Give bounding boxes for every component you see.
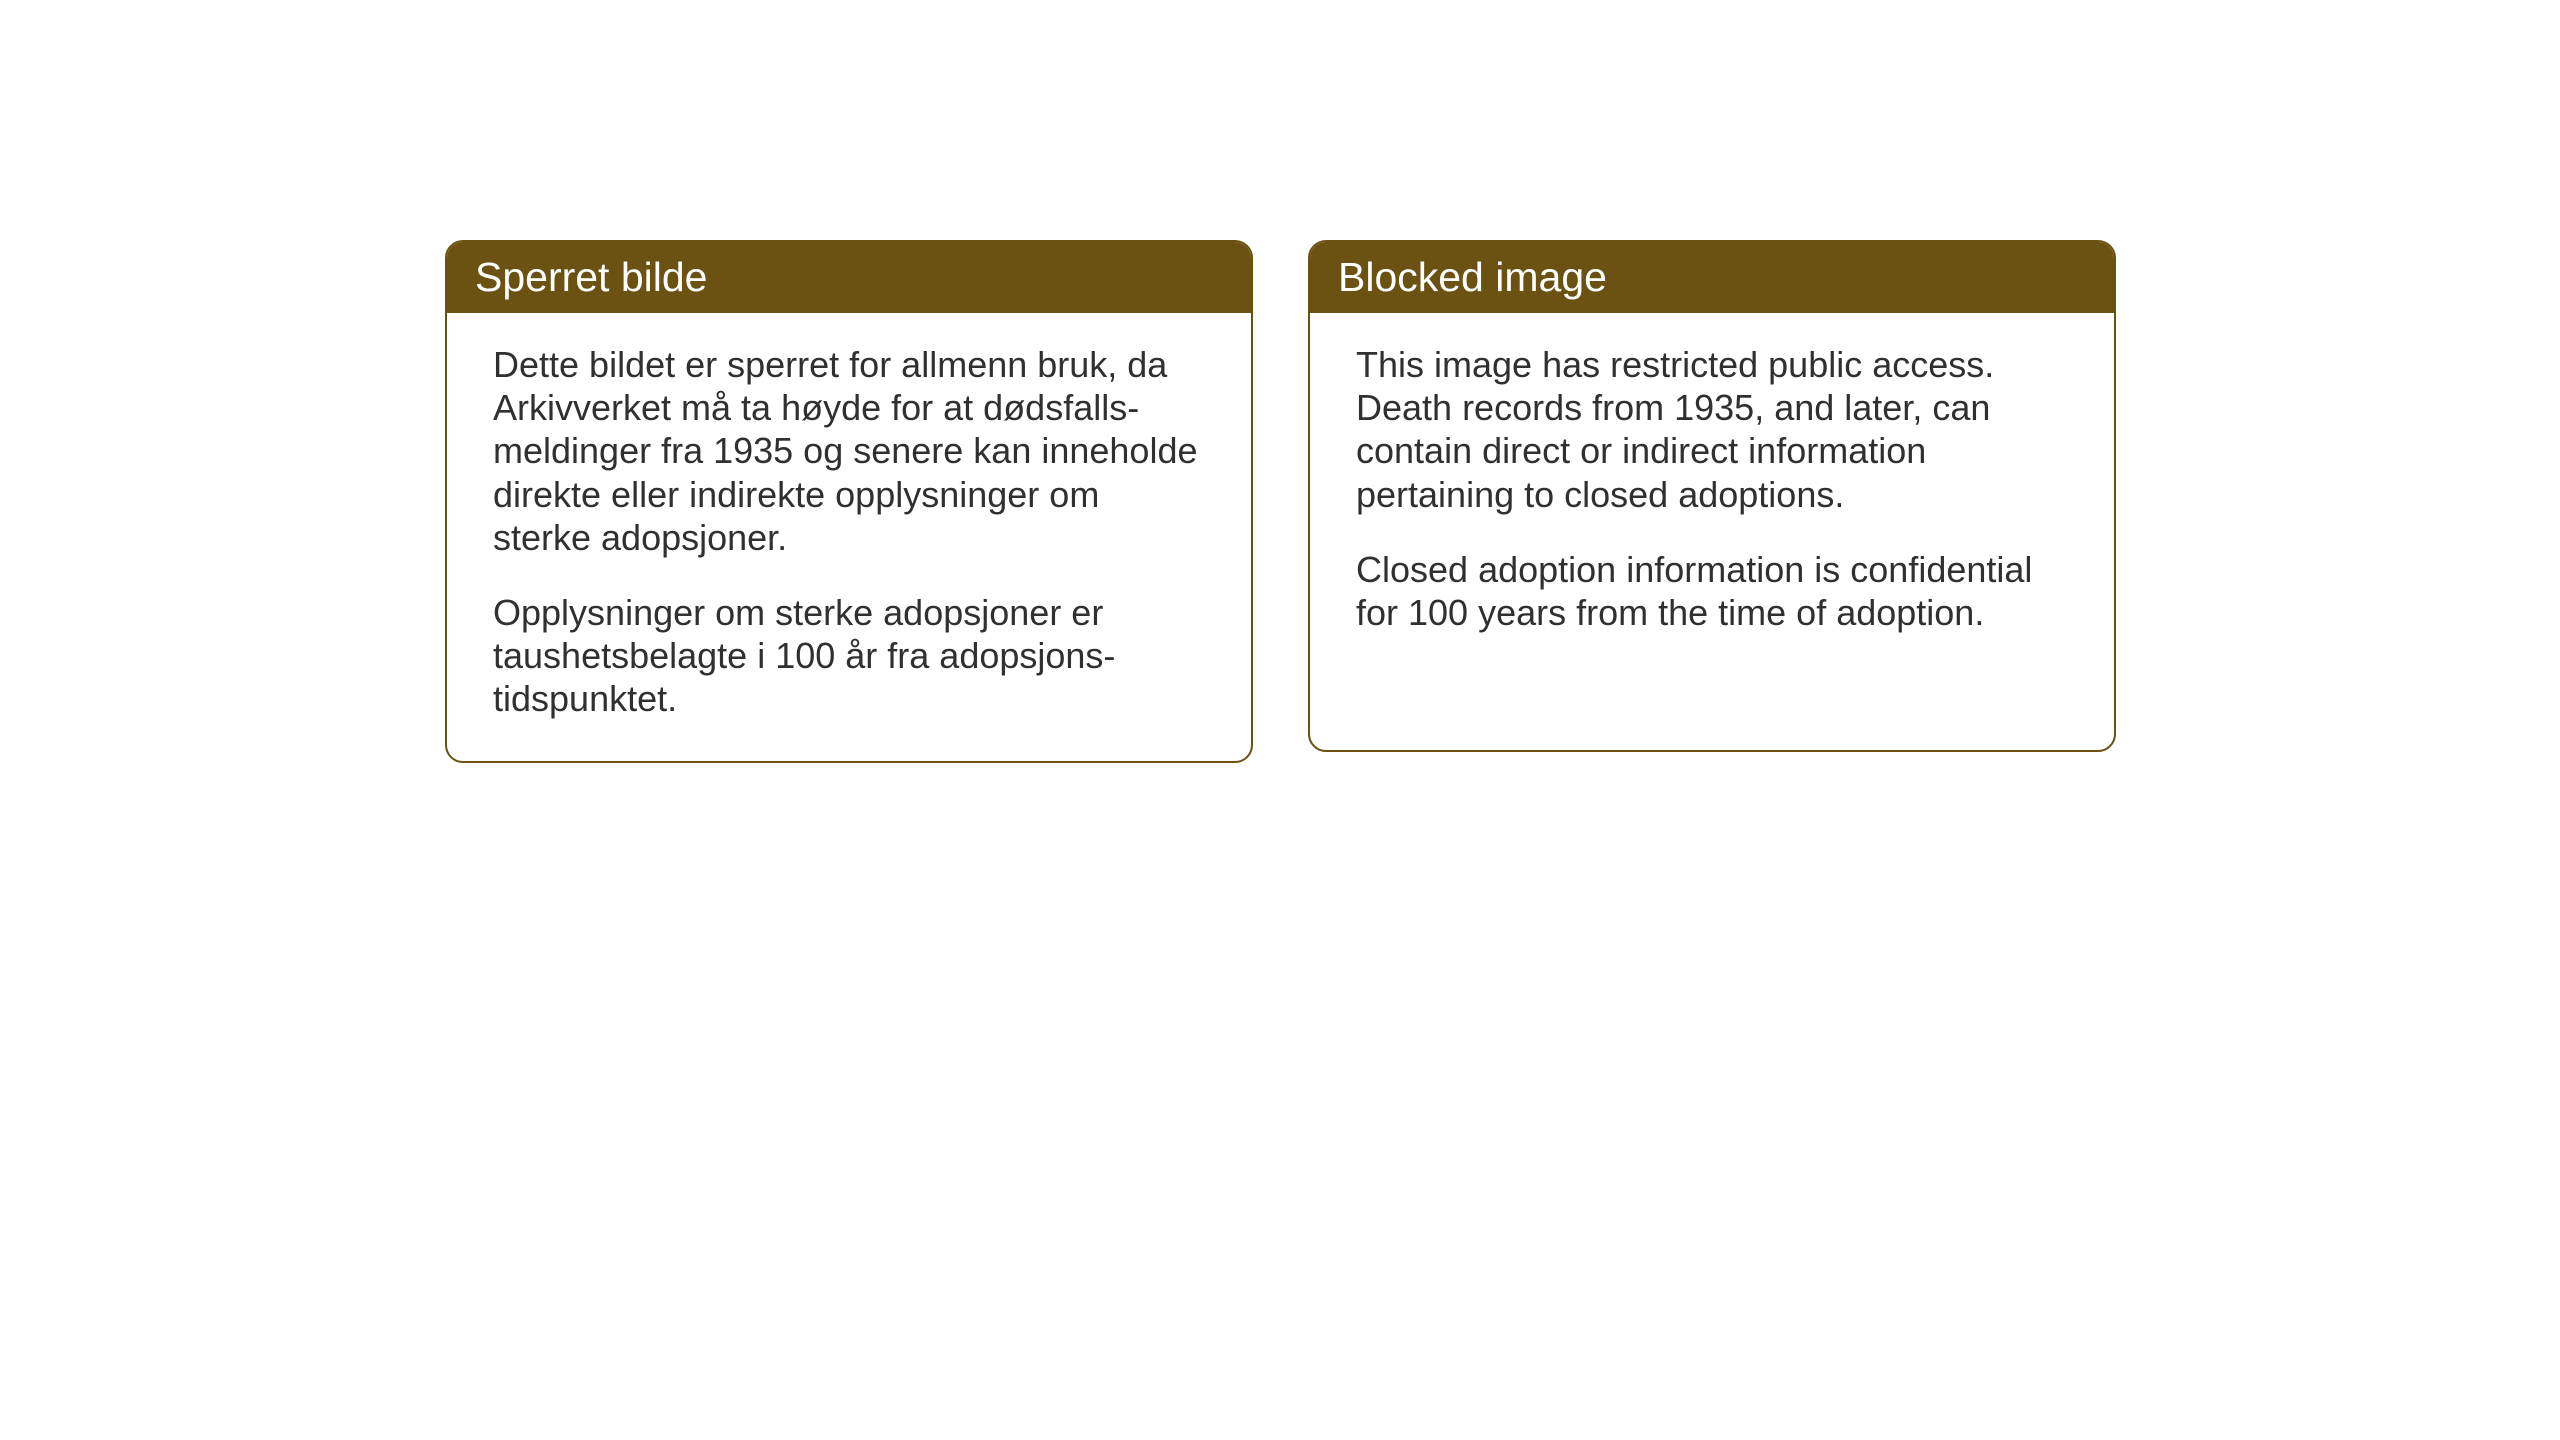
card-norwegian-body: Dette bildet er sperret for allmenn bruk… bbox=[447, 313, 1251, 761]
card-english-paragraph-1: This image has restricted public access.… bbox=[1356, 343, 2068, 516]
card-english-paragraph-2: Closed adoption information is confident… bbox=[1356, 548, 2068, 634]
card-english: Blocked image This image has restricted … bbox=[1308, 240, 2116, 752]
card-english-header: Blocked image bbox=[1310, 242, 2114, 313]
card-norwegian-paragraph-1: Dette bildet er sperret for allmenn bruk… bbox=[493, 343, 1205, 559]
cards-container: Sperret bilde Dette bildet er sperret fo… bbox=[445, 240, 2116, 763]
card-norwegian: Sperret bilde Dette bildet er sperret fo… bbox=[445, 240, 1253, 763]
card-english-body: This image has restricted public access.… bbox=[1310, 313, 2114, 674]
card-norwegian-paragraph-2: Opplysninger om sterke adopsjoner er tau… bbox=[493, 591, 1205, 721]
card-norwegian-header: Sperret bilde bbox=[447, 242, 1251, 313]
